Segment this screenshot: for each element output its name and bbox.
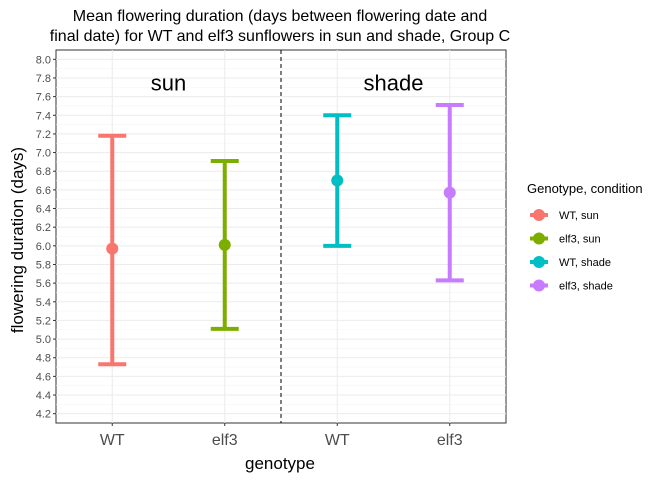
- y-tick-label: 4.2: [36, 409, 51, 421]
- legend: Genotype, condition WT, sun elf3, sun WT, …: [527, 181, 643, 293]
- y-tick-label: 4.6: [36, 371, 51, 383]
- x-tick-label: WT: [100, 432, 125, 449]
- legend-label: WT, sun: [559, 210, 599, 222]
- y-tick-label: 5.4: [36, 297, 51, 309]
- y-axis: 4.2 4.4 4.6 4.8 5.0 5.2 5.4 5.6 5.8 6.0 6.2 6.4 6.6 6…: [36, 54, 56, 421]
- y-tick-label: 6.6: [36, 185, 51, 197]
- y-tick-label: 6.4: [36, 204, 51, 216]
- y-tick-label: 5.2: [36, 315, 51, 327]
- chart-title-line-2: final date) for WT and elf3 sunflowers i…: [50, 28, 510, 45]
- errorbar-group: [98, 133, 127, 367]
- mean-point: [331, 174, 344, 187]
- x-tick-label: WT: [325, 432, 350, 449]
- mean-point: [218, 238, 231, 251]
- errorbar-group: [435, 103, 464, 283]
- legend-label: WT, shade: [559, 257, 611, 269]
- mean-point: [106, 242, 119, 255]
- y-axis-title: flowering duration (days): [8, 147, 27, 333]
- y-tick-label: 6.0: [36, 241, 51, 253]
- y-tick-label: 5.8: [36, 259, 51, 271]
- errorbar-group: [210, 158, 239, 331]
- x-tick-label: elf3: [437, 432, 463, 449]
- y-tick-label: 5.6: [36, 278, 51, 290]
- data-marks: [98, 103, 464, 367]
- mean-point: [443, 186, 456, 199]
- x-axis: WT elf3 WT elf3: [100, 423, 463, 449]
- x-tick-label: elf3: [212, 432, 238, 449]
- legend-key-point: [533, 209, 545, 221]
- annotations: sun shade: [151, 71, 424, 96]
- y-tick-label: 6.2: [36, 222, 51, 234]
- legend-item: WT, sun: [530, 209, 599, 222]
- y-tick-label: 7.0: [36, 148, 51, 160]
- panel-annotation: shade: [364, 71, 424, 96]
- legend-item: elf3, shade: [530, 279, 613, 293]
- y-tick-label: 5.0: [36, 334, 51, 346]
- legend-item: elf3, sun: [530, 232, 601, 246]
- legend-key-point: [533, 279, 545, 292]
- legend-title: Genotype, condition: [527, 181, 643, 196]
- x-axis-title: genotype: [245, 454, 315, 473]
- y-tick-label: 7.8: [36, 73, 51, 85]
- legend-label: elf3, sun: [559, 234, 601, 246]
- legend-key-point: [533, 232, 545, 245]
- legend-key-point: [533, 256, 545, 268]
- y-tick-label: 6.8: [36, 166, 51, 178]
- panel-annotation: sun: [151, 71, 186, 96]
- legend-item: WT, shade: [530, 256, 611, 269]
- y-tick-label: 7.4: [36, 110, 51, 122]
- chart-title-line-1: Mean flowering duration (days between fl…: [73, 8, 487, 25]
- y-tick-label: 4.8: [36, 353, 51, 365]
- legend-label: elf3, shade: [559, 281, 613, 293]
- y-tick-label: 7.6: [36, 92, 51, 104]
- y-tick-label: 4.4: [36, 390, 51, 402]
- y-tick-label: 8.0: [36, 54, 51, 66]
- errorbar-group: [323, 113, 352, 248]
- y-tick-label: 7.2: [36, 129, 51, 141]
